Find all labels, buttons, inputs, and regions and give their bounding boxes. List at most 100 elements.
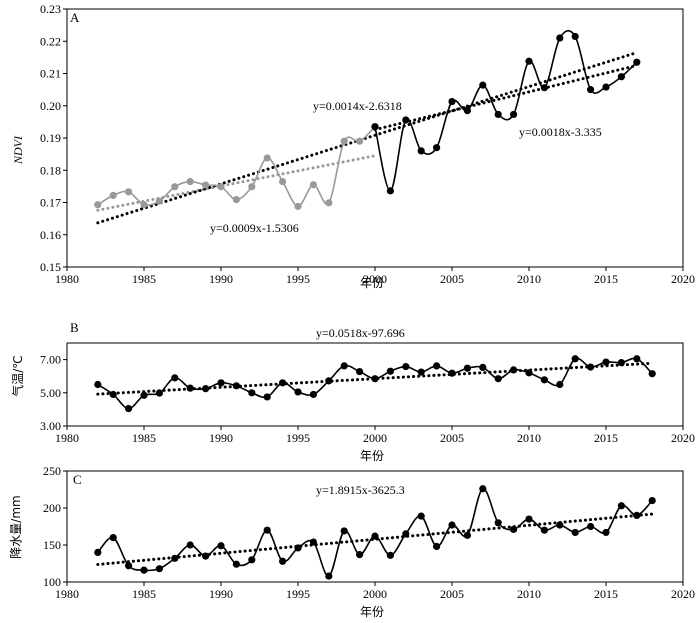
panel-a-series-0-point: [279, 177, 287, 186]
panel-a-series-0-point: [217, 183, 225, 191]
panel-a-x-tick-label: 2005: [440, 272, 464, 286]
panel-c-series-0-point: [602, 528, 610, 537]
panel-c-series-0-point: [448, 521, 456, 529]
panel-b-series-0-point: [248, 389, 256, 397]
panel-b-plot-frame: [66, 342, 684, 427]
panel-a-series-0-point: [171, 183, 179, 191]
panel-a-trendline-0: [96, 154, 377, 212]
panel-a-trend-early-equation: y=0.0009x-1.5306: [210, 221, 299, 235]
panel-a-series-1-point: [617, 73, 626, 81]
panel-c-series-0-point: [571, 528, 579, 537]
panel-a-series-1-point: [494, 110, 502, 119]
panel-a-series-0-point: [325, 199, 333, 207]
panel-b-x-tick-label: 2005: [440, 431, 464, 445]
panel-c-x-tick-label: 2005: [440, 587, 464, 601]
panel-c-series-0-point: [248, 556, 256, 564]
panel-a-series-1-point: [587, 86, 595, 94]
panel-c-series-0-point: [371, 532, 379, 540]
panel-b: 1980 1985 1990 1995 2000 2005 2010 2015 2020 3.00…: [10, 320, 695, 463]
panel-b-x-tick-label: 2010: [517, 431, 541, 445]
panel-c-series-0-point: [340, 527, 348, 535]
panel-c-y-tick-label: 100: [43, 575, 61, 589]
panel-a-y-tick-label: 0.22: [40, 34, 61, 48]
panel-b-series-0-point: [417, 368, 425, 376]
panel-b-y-axis-label: 气温/℃: [10, 355, 25, 397]
panel-b-series-0-point: [433, 362, 441, 370]
panel-a-x-tick-label: 2020: [671, 272, 695, 286]
panel-b-series-0-point: [617, 358, 626, 367]
panel-c-series-0-point: [202, 552, 210, 560]
panel-c-x-axis-label: 年份: [360, 605, 384, 619]
panel-b-x-tick-label: 1985: [132, 431, 156, 445]
panel-b-series-0-point: [125, 404, 133, 413]
panel-c-series-0-point: [587, 522, 595, 531]
panel-a-trend-recent-equation: y=0.0018x-3.335: [519, 125, 602, 139]
panel-b-series-0-point: [171, 374, 179, 382]
panel-a-x-tick-label: 1990: [209, 272, 233, 286]
panel-a-series-0-point: [248, 183, 256, 191]
panel-a-series-0-point: [263, 154, 271, 162]
panel-a-series-1-point: [479, 81, 487, 89]
panel-a-series-1-point: [417, 147, 425, 155]
panel-b-y-tick-label: 5.00: [40, 386, 61, 400]
panel-a-y-tick-label: 0.16: [40, 228, 61, 242]
panel-a-series-0-point: [155, 197, 163, 205]
panel-c-series-0-point: [540, 526, 549, 534]
panel-a-y-tick-label: 0.18: [40, 163, 61, 177]
panel-b-series-0-point: [402, 362, 410, 371]
panel-b-trend-equation: y=0.0518x-97.696: [316, 326, 405, 340]
panel-b-series-0-point: [309, 390, 317, 399]
panel-a-series-1-point: [509, 110, 518, 119]
panel-a-x-tick-label: 1980: [55, 272, 79, 286]
panel-b-series-0-point: [155, 389, 163, 397]
panel-b-series-0-point: [232, 382, 240, 390]
panel-c-series-0-point: [525, 515, 533, 523]
panel-a-y-tick-label: 0.21: [40, 67, 61, 81]
panel-b-series-0-point: [279, 379, 287, 387]
panel-a-series-0-point: [140, 201, 148, 209]
panel-c-x-tick-label: 1995: [286, 587, 310, 601]
panel-a-series-0-point: [340, 137, 348, 145]
panel-c-series-0-point: [494, 519, 502, 527]
panel-b-series-0-point: [540, 376, 549, 384]
panel-b-series-0-line: [97, 357, 653, 410]
panel-c-y-tick-label: 200: [43, 501, 61, 515]
panel-c-x-tick-label: 1985: [132, 587, 156, 601]
panel-a-series-0-point: [109, 191, 117, 200]
panel-c-series-0-point: [356, 551, 364, 559]
panel-c-series-0-line: [97, 487, 653, 577]
panel-a-series-0-point: [202, 181, 210, 189]
panel-b-series-0-point: [463, 364, 471, 372]
panel-a-x-tick-label: 2015: [594, 272, 618, 286]
panel-c-series-0-point: [648, 497, 656, 505]
panel-a-series-0-point: [125, 188, 133, 196]
panel-a-series-1-point: [540, 84, 549, 92]
panel-b-series-0-point: [186, 384, 194, 392]
panel-b-series-0-point: [648, 370, 656, 378]
panel-c-series-0-point: [232, 560, 240, 568]
panel-a-y-axis-label: NDVI: [11, 135, 25, 165]
panel-b-series-0-point: [571, 355, 579, 363]
panel-b-label: B: [70, 320, 79, 335]
panel-c-series-0-point: [125, 562, 133, 570]
panel-b-series-0-point: [587, 363, 595, 371]
panel-a-series-1-point: [525, 57, 533, 65]
panel-b-series-0-point: [263, 393, 271, 401]
panel-c-series-0-point: [433, 542, 441, 551]
panel-c-x-tick-label: 2010: [517, 587, 541, 601]
panel-b-series-0-point: [525, 369, 533, 377]
panel-c-label: C: [73, 472, 82, 487]
panel-a-x-tick-label: 1995: [286, 272, 310, 286]
panel-c-series-0-point: [617, 502, 626, 510]
panel-a-y-tick-label: 0.15: [40, 260, 61, 274]
panel-c-x-tick-label: 2020: [671, 587, 695, 601]
panel-a-series-1-point: [463, 106, 471, 115]
panel-c-y-tick-label: 250: [43, 464, 61, 478]
panel-a-series-1-point: [633, 58, 641, 66]
panel-a-x-tick-label: 2000: [363, 272, 387, 286]
panel-a-y-tick-label: 0.19: [40, 131, 61, 145]
panel-c-series-0-point: [633, 511, 641, 519]
panel-b-series-0-point: [448, 369, 456, 377]
panel-b-x-tick-label: 2000: [363, 431, 387, 445]
panel-b-x-tick-label: 2020: [671, 431, 695, 445]
